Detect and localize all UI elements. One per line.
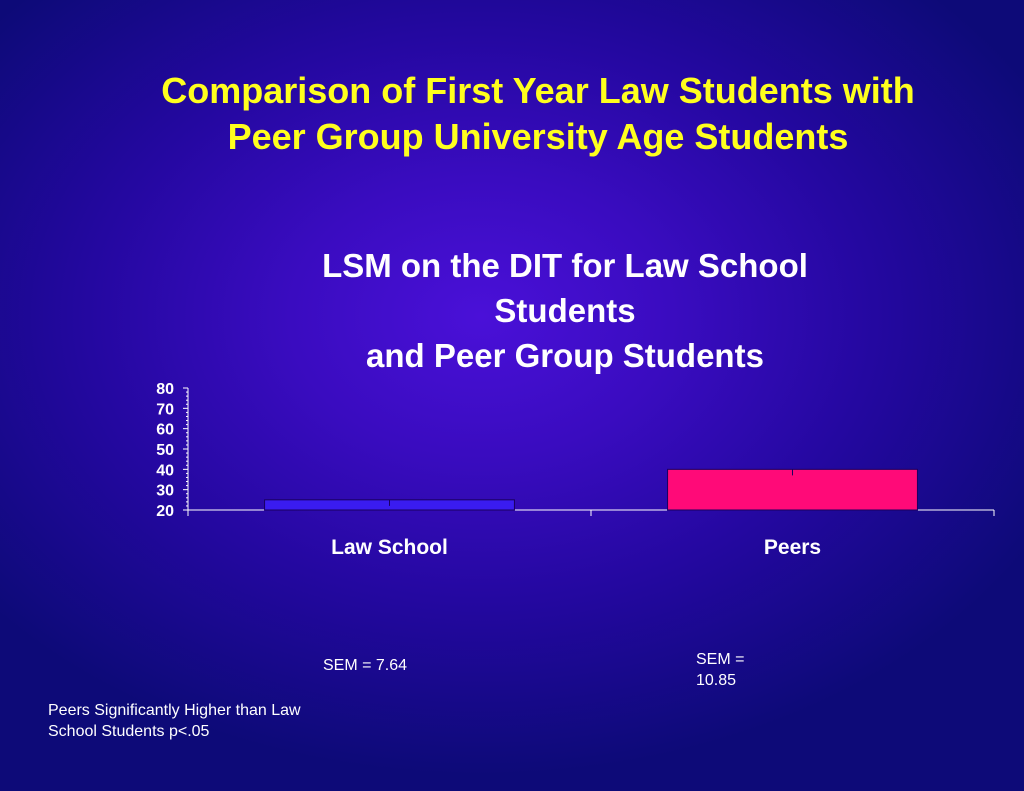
sem-law-school-line-1: SEM = 7.64 [323,657,408,674]
y-axis: 20 30 40 50 60 70 80 [156,381,189,520]
chart-title-line-3: and Peer Group Students [366,337,764,374]
slide-title: Comparison of First Year Law Students wi… [100,68,976,160]
sem-peers-line-2: 10.85 [696,672,737,689]
slide-title-line-2: Peer Group University Age Students [227,116,849,157]
chart-title-line-2: Students [494,292,636,329]
category-labels: Law School Peers [331,536,821,559]
y-tick-label: 70 [156,401,174,418]
y-tick-label: 60 [156,422,174,439]
sem-peers-note: SEM = 10.85 [696,649,744,691]
significance-note: Peers Significantly Higher than Law Scho… [48,700,301,742]
sem-law-school-note: SEM = 7.64 [323,655,407,676]
x-axis [187,509,995,516]
significance-line-2: School Students p<.05 [48,723,210,740]
bars [264,468,918,511]
category-label: Peers [764,536,821,559]
category-label: Law School [331,536,448,559]
chart-title: LSM on the DIT for Law School Students a… [265,243,865,378]
y-tick-label: 40 [156,462,174,479]
y-tick-label: 80 [156,381,174,398]
chart-title-line-1: LSM on the DIT for Law School [322,247,808,284]
y-tick-label: 30 [156,483,174,500]
y-tick-label: 50 [156,442,174,459]
significance-line-1: Peers Significantly Higher than Law [48,702,301,719]
bar-peers [667,468,918,511]
y-tick-label: 20 [156,503,174,520]
sem-peers-line-1: SEM = [696,651,745,668]
slide-title-line-1: Comparison of First Year Law Students wi… [161,70,915,111]
